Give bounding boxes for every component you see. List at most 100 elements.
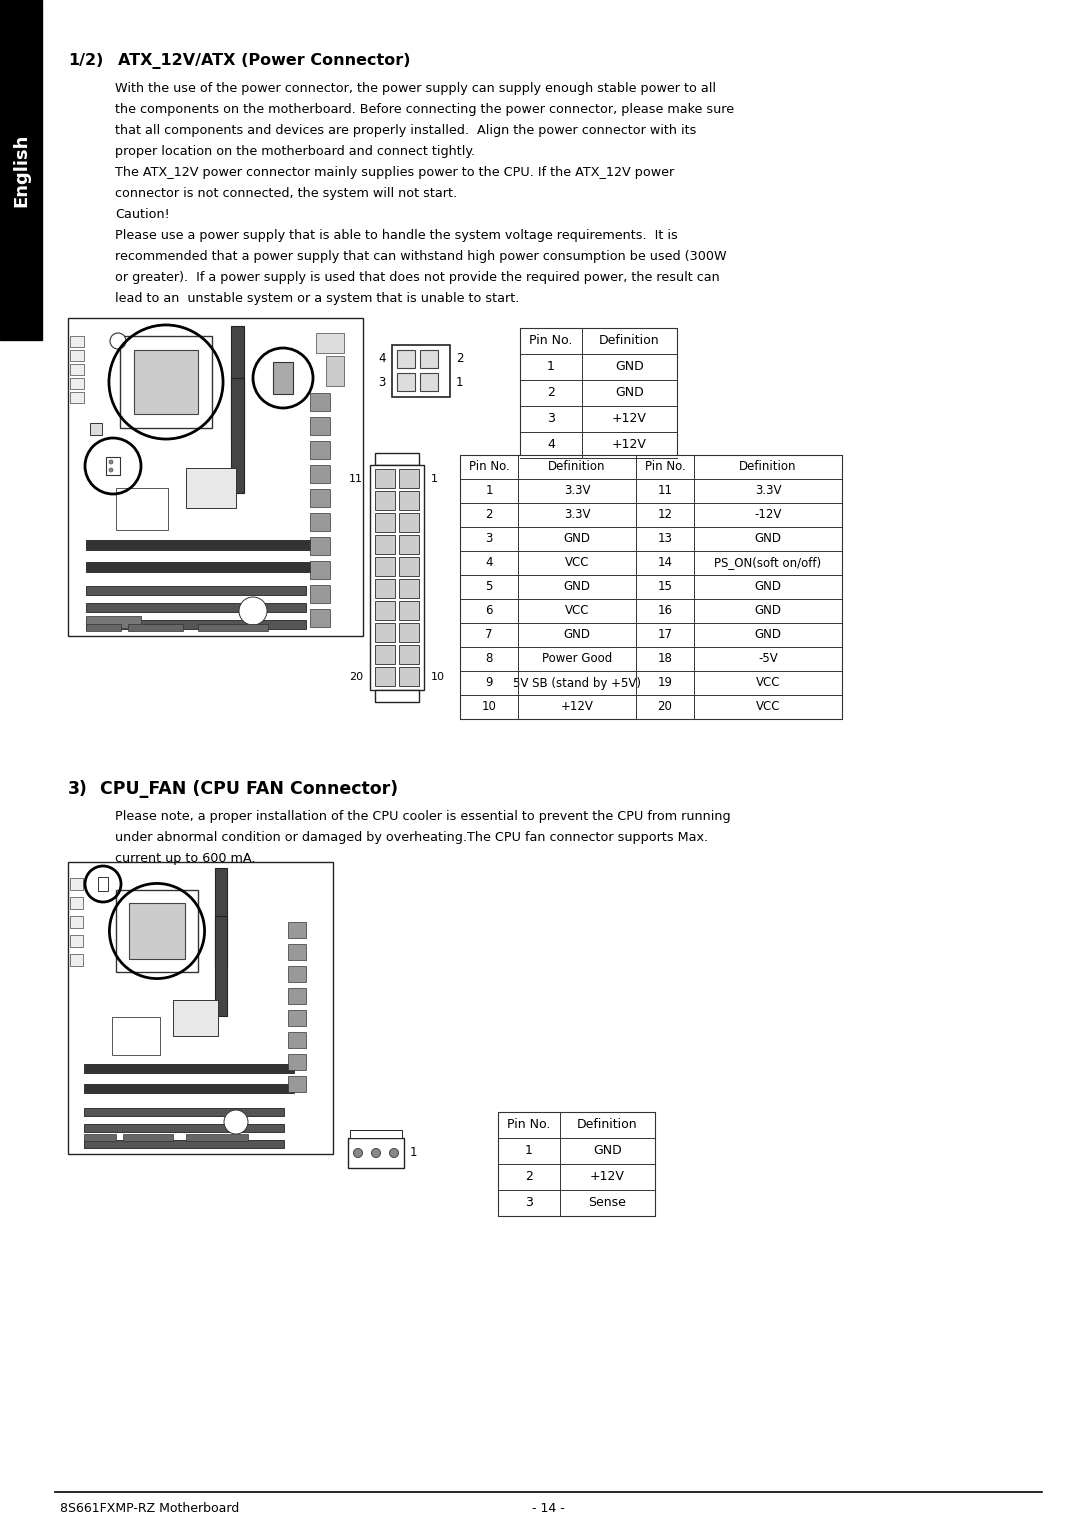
- Text: 20: 20: [658, 700, 673, 714]
- Text: 3.3V: 3.3V: [564, 509, 591, 521]
- Bar: [70, 878, 83, 890]
- Text: CPU_FAN (CPU FAN Connector): CPU_FAN (CPU FAN Connector): [100, 780, 399, 798]
- Bar: [310, 610, 330, 627]
- Text: the components on the motherboard. Before connecting the power connector, please: the components on the motherboard. Befor…: [114, 103, 734, 116]
- Bar: [86, 539, 318, 550]
- Bar: [375, 666, 395, 686]
- Text: 1: 1: [525, 1144, 532, 1158]
- Bar: [370, 466, 424, 689]
- Bar: [399, 535, 419, 555]
- Text: 1: 1: [456, 375, 463, 389]
- Text: 2: 2: [548, 386, 555, 400]
- Text: +12V: +12V: [561, 700, 593, 714]
- Bar: [375, 579, 395, 597]
- Bar: [70, 365, 84, 375]
- Text: 4: 4: [548, 438, 555, 452]
- Bar: [288, 988, 306, 1003]
- Bar: [397, 372, 415, 391]
- Bar: [375, 469, 395, 489]
- Text: Pin No.: Pin No.: [469, 461, 510, 473]
- Bar: [310, 489, 330, 507]
- Bar: [288, 1033, 306, 1048]
- Circle shape: [109, 467, 113, 472]
- Circle shape: [372, 1149, 380, 1158]
- Bar: [399, 645, 419, 663]
- Circle shape: [353, 1149, 363, 1158]
- Text: 1/2): 1/2): [68, 54, 104, 67]
- Bar: [116, 890, 198, 971]
- Text: lead to an  unstable system or a system that is unable to start.: lead to an unstable system or a system t…: [114, 293, 519, 305]
- Text: 8S661FXMP-RZ Motherboard: 8S661FXMP-RZ Motherboard: [60, 1501, 240, 1515]
- Text: 20: 20: [349, 671, 363, 682]
- Circle shape: [109, 460, 113, 464]
- Bar: [498, 1112, 654, 1216]
- Bar: [310, 513, 330, 532]
- Bar: [399, 666, 419, 686]
- Text: GND: GND: [616, 360, 644, 374]
- Bar: [288, 1010, 306, 1026]
- Text: GND: GND: [755, 581, 782, 593]
- Bar: [375, 513, 395, 532]
- Bar: [348, 1138, 404, 1167]
- Text: Definition: Definition: [577, 1118, 638, 1132]
- Bar: [198, 624, 268, 631]
- Text: 4: 4: [485, 556, 492, 570]
- Bar: [68, 319, 363, 636]
- Bar: [375, 490, 395, 510]
- Bar: [310, 561, 330, 579]
- Bar: [316, 332, 345, 352]
- Bar: [326, 355, 345, 386]
- Bar: [84, 1134, 116, 1141]
- Bar: [231, 326, 244, 441]
- Bar: [375, 624, 395, 642]
- Circle shape: [239, 597, 267, 625]
- Bar: [375, 689, 419, 702]
- Bar: [84, 1085, 294, 1092]
- Bar: [86, 616, 141, 628]
- Text: 3): 3): [68, 780, 87, 798]
- Bar: [231, 378, 244, 493]
- Bar: [310, 441, 330, 460]
- Bar: [186, 1134, 248, 1141]
- Bar: [70, 898, 83, 908]
- Text: 1: 1: [548, 360, 555, 374]
- Bar: [116, 489, 168, 530]
- Text: 10: 10: [431, 671, 445, 682]
- Bar: [420, 349, 438, 368]
- Bar: [84, 1108, 284, 1115]
- Text: -5V: -5V: [758, 653, 778, 665]
- Text: Please note, a proper installation of the CPU cooler is essential to prevent the: Please note, a proper installation of th…: [114, 810, 731, 823]
- Bar: [84, 1124, 284, 1132]
- Bar: [129, 902, 185, 959]
- Text: 3: 3: [485, 533, 492, 545]
- Bar: [86, 624, 121, 631]
- Text: 6: 6: [485, 605, 492, 617]
- Bar: [70, 378, 84, 389]
- Bar: [0, 0, 42, 340]
- Bar: [215, 869, 227, 968]
- Circle shape: [224, 1111, 248, 1134]
- Text: 3: 3: [379, 375, 386, 389]
- Text: 1: 1: [431, 473, 438, 484]
- Circle shape: [110, 332, 126, 349]
- Text: 16: 16: [658, 605, 673, 617]
- Text: 10: 10: [482, 700, 497, 714]
- Text: Power Good: Power Good: [542, 653, 612, 665]
- Text: 3.3V: 3.3V: [755, 484, 781, 498]
- Bar: [84, 1065, 294, 1072]
- Text: 9: 9: [485, 677, 492, 689]
- Bar: [310, 466, 330, 483]
- Text: under abnormal condition or damaged by overheating.The CPU fan connector support: under abnormal condition or damaged by o…: [114, 830, 708, 844]
- Text: 3.3V: 3.3V: [564, 484, 591, 498]
- Bar: [399, 601, 419, 620]
- Text: 11: 11: [658, 484, 673, 498]
- Text: VCC: VCC: [756, 700, 780, 714]
- Text: current up to 600 mA.: current up to 600 mA.: [114, 852, 256, 866]
- Text: 5: 5: [485, 581, 492, 593]
- Text: proper location on the motherboard and connect tightly.: proper location on the motherboard and c…: [114, 146, 475, 158]
- Text: Definition: Definition: [549, 461, 606, 473]
- Text: ATX_12V/ATX (Power Connector): ATX_12V/ATX (Power Connector): [118, 54, 410, 69]
- Bar: [68, 863, 333, 1154]
- Text: The ATX_12V power connector mainly supplies power to the CPU. If the ATX_12V pow: The ATX_12V power connector mainly suppl…: [114, 165, 674, 179]
- Bar: [397, 349, 415, 368]
